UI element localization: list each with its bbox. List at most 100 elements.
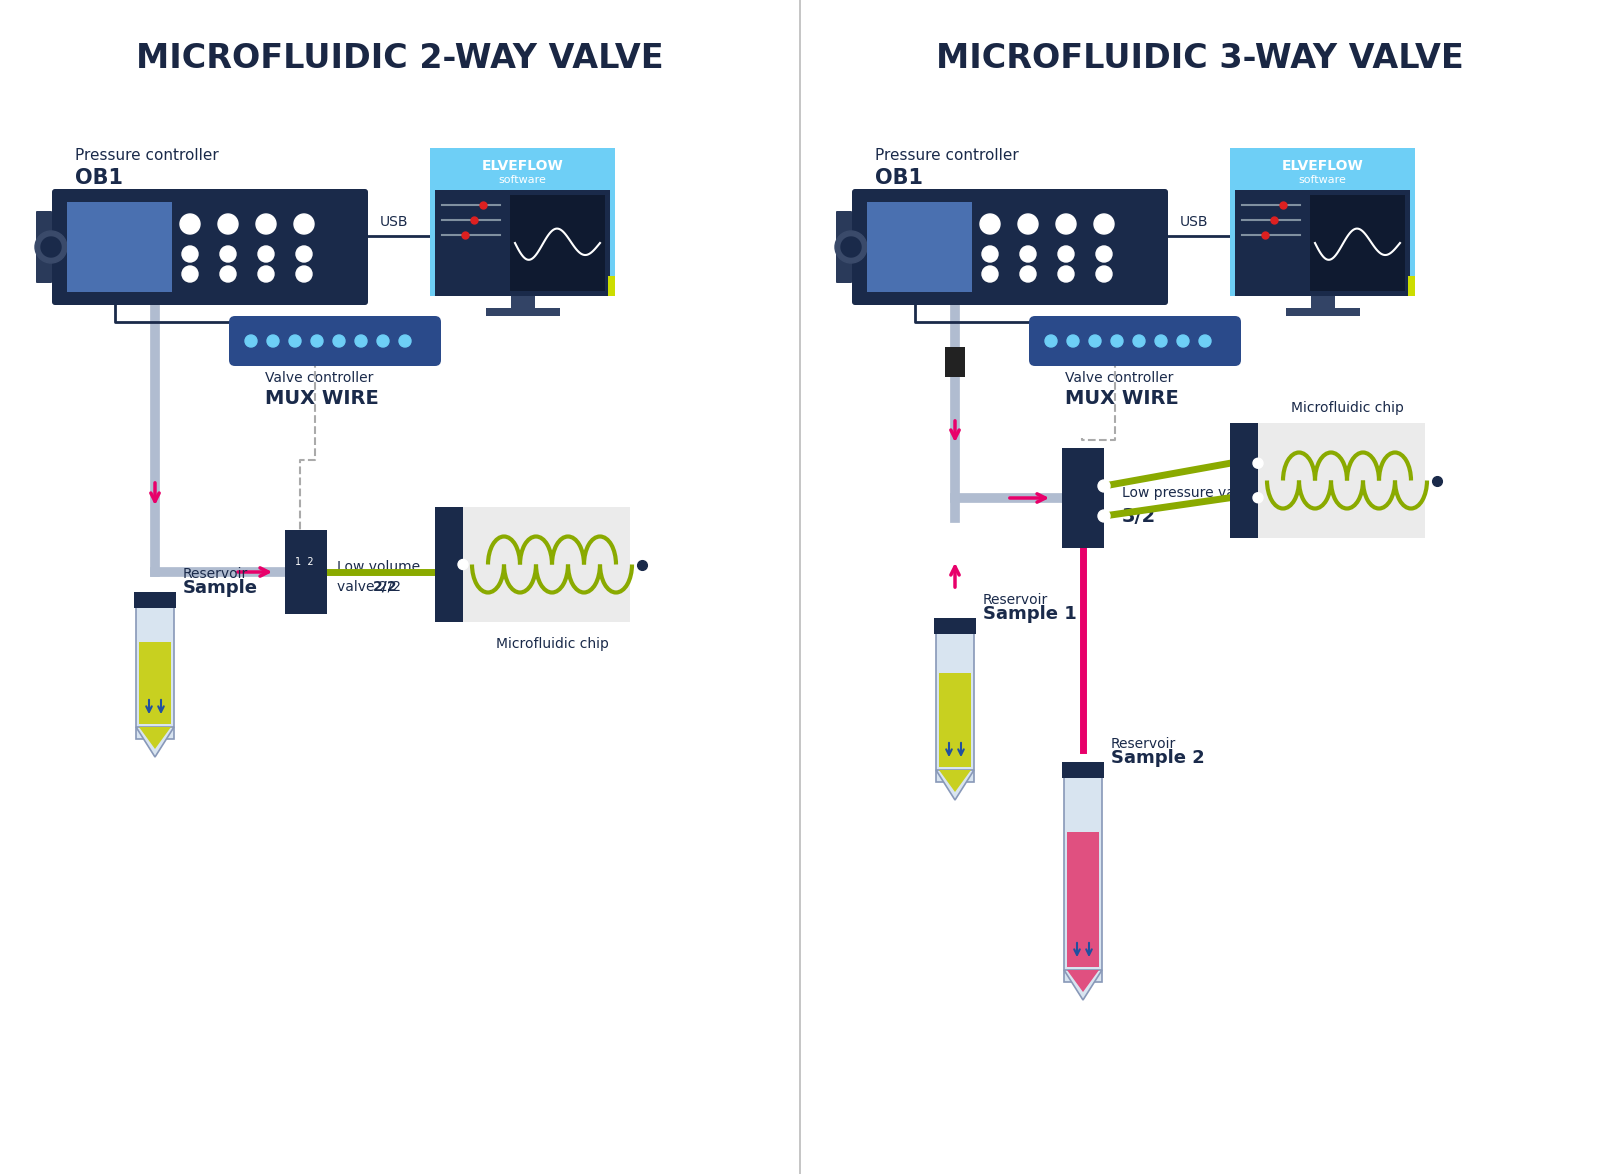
Polygon shape [936,770,974,799]
Polygon shape [1067,970,1099,992]
Bar [867,202,973,292]
Polygon shape [139,727,171,749]
Polygon shape [136,727,174,757]
Text: 3/2: 3/2 [1122,506,1157,526]
Bar [510,296,534,308]
Circle shape [221,247,237,262]
Polygon shape [1064,970,1102,1000]
Text: OB1: OB1 [75,168,123,188]
Text: valve 2/2: valve 2/2 [338,580,402,594]
Bar [1230,423,1426,538]
Text: OB1: OB1 [875,168,923,188]
Circle shape [458,560,467,569]
Circle shape [1098,510,1110,522]
Bar [430,148,614,296]
Circle shape [1198,335,1211,348]
Text: 1  2: 1 2 [294,556,314,567]
Bar [67,202,173,292]
FancyBboxPatch shape [1029,316,1242,366]
Circle shape [355,335,366,348]
Text: 2/2: 2/2 [373,580,398,594]
Text: Pressure controller: Pressure controller [875,148,1019,162]
Bar [1310,296,1334,308]
Bar [1285,308,1360,316]
Circle shape [398,335,411,348]
Circle shape [1094,214,1114,234]
Text: MICROFLUIDIC 2-WAY VALVE: MICROFLUIDIC 2-WAY VALVE [136,41,664,74]
Circle shape [1018,214,1038,234]
Bar [939,673,971,767]
Circle shape [1155,335,1166,348]
Bar [510,195,605,291]
Bar [1230,148,1414,296]
FancyBboxPatch shape [835,211,851,283]
Circle shape [258,247,274,262]
Bar [1310,195,1405,291]
Circle shape [1096,266,1112,282]
Bar [946,348,965,377]
Bar [1408,276,1414,296]
Text: ELVEFLOW: ELVEFLOW [1282,158,1363,173]
Bar [934,618,976,634]
Bar [134,592,176,608]
Text: MICROFLUIDIC 3-WAY VALVE: MICROFLUIDIC 3-WAY VALVE [936,41,1464,74]
Circle shape [179,214,200,234]
Bar [139,642,171,724]
Text: software: software [1299,175,1347,185]
Bar [485,308,560,316]
Text: Low volume: Low volume [338,560,421,574]
Circle shape [979,214,1000,234]
FancyBboxPatch shape [851,189,1168,305]
Text: Microfluidic chip: Microfluidic chip [496,637,610,652]
Text: Valve controller: Valve controller [266,371,373,385]
Text: Sample 2: Sample 2 [1110,749,1205,767]
Text: software: software [499,175,547,185]
Bar [1062,448,1104,548]
Circle shape [378,335,389,348]
Circle shape [290,335,301,348]
Text: MUX WIRE: MUX WIRE [1066,389,1179,407]
Circle shape [42,237,61,257]
Circle shape [1021,266,1037,282]
Text: Low pressure valve: Low pressure valve [1122,486,1256,500]
Circle shape [1096,247,1112,262]
Bar [435,507,630,622]
Circle shape [1090,335,1101,348]
Circle shape [256,214,277,234]
Bar [435,507,462,622]
Bar [608,276,614,296]
Text: Reservoir: Reservoir [982,593,1048,607]
Circle shape [1133,335,1146,348]
Circle shape [982,247,998,262]
FancyBboxPatch shape [1064,774,1102,981]
Bar [1067,832,1099,967]
Circle shape [310,335,323,348]
Text: Reservoir: Reservoir [182,567,248,581]
Bar [435,190,610,296]
Bar [1062,762,1104,778]
Circle shape [842,237,861,257]
Circle shape [1067,335,1078,348]
Circle shape [1045,335,1058,348]
Circle shape [1021,247,1037,262]
Circle shape [1178,335,1189,348]
Text: Microfluidic chip: Microfluidic chip [1291,402,1403,414]
Circle shape [267,335,278,348]
FancyBboxPatch shape [136,603,174,738]
Bar [285,529,326,614]
Polygon shape [939,770,971,792]
Circle shape [218,214,238,234]
Circle shape [1098,480,1110,492]
Circle shape [35,231,67,263]
Circle shape [835,231,867,263]
Circle shape [294,214,314,234]
FancyBboxPatch shape [229,316,442,366]
Circle shape [182,266,198,282]
Text: USB: USB [381,215,408,229]
Circle shape [296,247,312,262]
Circle shape [1056,214,1075,234]
Circle shape [1110,335,1123,348]
Circle shape [333,335,346,348]
Text: Sample: Sample [182,579,258,598]
Text: Reservoir: Reservoir [1110,737,1176,751]
